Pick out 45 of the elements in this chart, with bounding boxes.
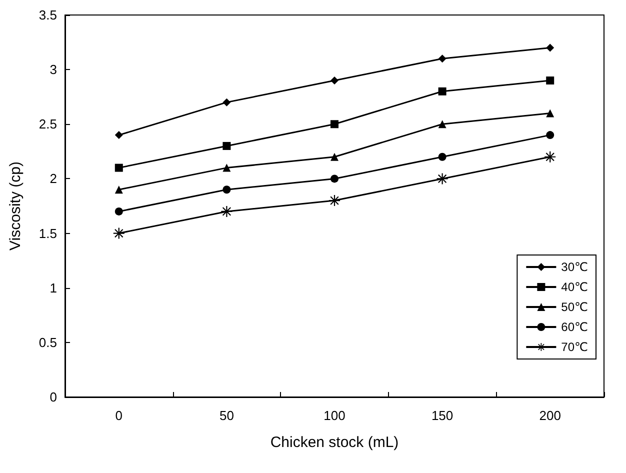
y-tick-label: 2 xyxy=(50,171,57,186)
point xyxy=(330,120,338,128)
point xyxy=(330,174,338,183)
point xyxy=(546,76,554,84)
point xyxy=(329,195,340,206)
y-axis-title: Viscosity (cp) xyxy=(7,162,24,250)
x-tick-label: 0 xyxy=(115,408,123,423)
y-tick-label: 1 xyxy=(50,280,57,296)
point xyxy=(114,207,123,216)
point xyxy=(544,151,556,162)
y-tick-label: 3.5 xyxy=(38,8,57,22)
legend-label: 50℃ xyxy=(561,300,588,314)
legend-label: 60℃ xyxy=(561,320,588,334)
point xyxy=(438,87,446,96)
y-tick-label: 0.5 xyxy=(38,334,57,350)
point xyxy=(114,164,123,172)
point xyxy=(546,44,554,52)
point xyxy=(222,186,231,194)
point xyxy=(330,152,338,161)
point xyxy=(113,228,124,239)
point xyxy=(546,131,554,140)
point xyxy=(546,109,554,118)
x-tick-label: 150 xyxy=(431,408,454,423)
point xyxy=(438,54,446,63)
point xyxy=(114,186,123,194)
point xyxy=(221,206,232,217)
legend-label: 40℃ xyxy=(561,280,588,294)
point xyxy=(438,152,446,161)
legend-label: 30℃ xyxy=(561,260,588,274)
y-tick-label: 3 xyxy=(50,62,57,78)
point xyxy=(222,164,231,172)
y-tick-label: 2.5 xyxy=(38,116,57,132)
y-tick-label: 1.5 xyxy=(38,226,57,241)
x-axis-title: Chicken stock (mL) xyxy=(270,434,399,451)
point xyxy=(222,98,231,106)
x-tick-label: 200 xyxy=(539,408,561,423)
legend-label: 70℃ xyxy=(561,340,588,354)
point xyxy=(222,142,231,150)
y-tick-label: 0 xyxy=(50,390,57,404)
point xyxy=(114,131,123,140)
x-tick-label: 50 xyxy=(219,408,234,423)
point xyxy=(438,120,446,128)
point xyxy=(330,76,338,84)
x-tick-label: 100 xyxy=(324,408,346,423)
point xyxy=(436,173,448,184)
